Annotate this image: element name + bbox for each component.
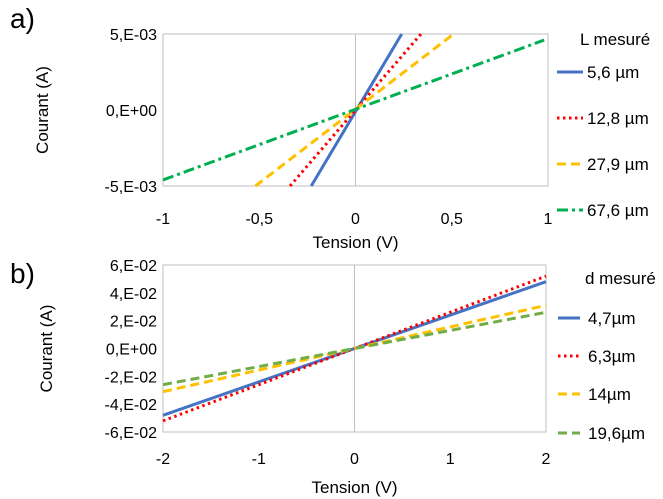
y-tick-label: 0,E+00 [106,103,157,120]
y-tick-label: -2,E-02 [105,369,158,386]
x-tick-label: -2 [156,451,170,468]
legend-label-1-2: 14µm [588,385,631,404]
legend-title-1: d mesuré [585,269,656,288]
y-tick-label: -6,E-02 [105,425,158,442]
x-tick-label: 0 [350,451,359,468]
y-tick-label: 0,E+00 [106,342,157,359]
x-tick-label: 0,5 [441,211,463,228]
x-tick-label: -0,5 [245,211,273,228]
y-axis-label-0: Courant (A) [33,66,52,154]
x-tick-label: 1 [446,451,455,468]
legend-label-0-3: 67,6 µm [587,201,649,220]
legend-label-1-1: 6,3µm [588,347,636,366]
panel-label-0: a) [10,3,35,34]
series-line-0-3 [162,38,545,182]
x-tick-label: 1 [544,211,553,228]
x-tick-label: -1 [156,211,170,228]
y-tick-label: 4,E-02 [110,286,157,303]
legend-title-0: L mesuré [580,30,650,49]
x-axis-label-0: Tension (V) [313,233,399,252]
y-axis-label-1: Courant (A) [37,305,56,393]
y-tick-label: -5,E-03 [105,179,158,196]
legend-label-0-1: 12,8 µm [587,109,649,128]
x-tick-label: 2 [542,451,551,468]
y-tick-label: 5,E-03 [110,27,157,44]
series-line-1-2 [162,303,547,394]
series-line-1-3 [162,310,547,387]
legend-label-1-0: 4,7µm [588,309,636,328]
x-axis-label-1: Tension (V) [312,478,398,497]
y-tick-label: 2,E-02 [110,314,157,331]
panel-label-1: b) [10,258,35,289]
y-tick-label: -4,E-02 [105,397,158,414]
x-tick-label: -1 [252,451,266,468]
y-tick-label: 6,E-02 [110,258,157,275]
legend-label-0-0: 5,6 µm [587,63,639,82]
x-tick-label: 0 [351,211,360,228]
legend-label-0-2: 27,9 µm [587,155,649,174]
legend-label-1-3: 19,6µm [588,424,645,443]
